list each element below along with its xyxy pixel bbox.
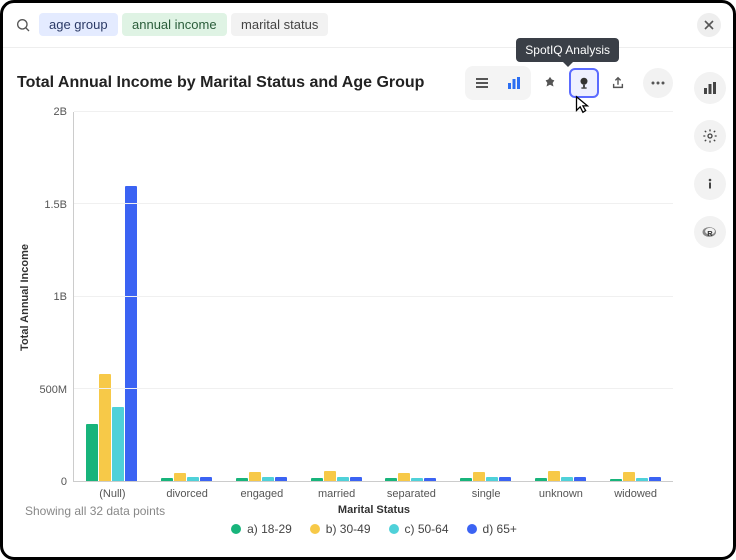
bar[interactable] [499,477,511,481]
search-pill[interactable]: age group [39,13,118,36]
y-axis-label: Total Annual Income [17,244,33,351]
x-tick-label: widowed [598,482,673,500]
bar-group [523,112,598,481]
bar[interactable] [535,478,547,481]
x-tick-label: unknown [524,482,599,500]
pin-button[interactable] [535,68,565,98]
bar[interactable] [350,477,362,481]
bar[interactable] [473,472,485,481]
bar-group [448,112,523,481]
rail-r-button[interactable]: R [694,216,726,248]
legend-swatch [467,524,477,534]
search-bar: age group annual income marital status [3,3,733,48]
bar[interactable] [262,477,274,481]
view-toggle [465,66,531,100]
bar[interactable] [324,471,336,481]
legend-item[interactable]: b) 30-49 [310,522,371,536]
bar[interactable] [486,477,498,481]
clear-search-button[interactable] [697,13,721,37]
bar[interactable] [610,479,622,481]
bar[interactable] [411,478,423,481]
share-button[interactable] [603,68,633,98]
x-tick-label: separated [374,482,449,500]
x-tick-label: single [449,482,524,500]
chart-view-button[interactable] [499,68,529,98]
chart-area: Total Annual Income 0500M1B1.5B2B [17,112,673,482]
rail-settings-button[interactable] [694,120,726,152]
y-axis-ticks: 0500M1B1.5B2B [33,112,73,482]
x-tick-label: divorced [150,482,225,500]
bar-group [149,112,224,481]
chart-panel: Total Annual Income by Marital Status an… [3,48,687,556]
bar-group [598,112,673,481]
y-tick-label: 2B [54,106,67,118]
chart-title: Total Annual Income by Marital Status an… [17,74,424,92]
legend-label: c) 50-64 [405,522,449,536]
legend-label: a) 18-29 [247,522,292,536]
bar-group [374,112,449,481]
search-icon [15,17,31,33]
bar[interactable] [161,478,173,481]
x-tick-label: (Null) [75,482,150,500]
bar[interactable] [636,478,648,481]
bar[interactable] [649,477,661,481]
bar[interactable] [174,473,186,481]
legend-swatch [389,524,399,534]
table-view-button[interactable] [467,68,497,98]
bar[interactable] [311,478,323,481]
legend-label: b) 30-49 [326,522,371,536]
legend-label: d) 65+ [483,522,517,536]
bar-group [74,112,149,481]
plot-area[interactable] [73,112,673,482]
y-tick-label: 0 [61,476,67,488]
y-tick-label: 1B [54,291,67,303]
legend-swatch [231,524,241,534]
x-tick-label: married [299,482,374,500]
y-tick-label: 1.5B [44,199,67,211]
bar[interactable] [398,473,410,481]
x-tick-label: engaged [225,482,300,500]
bar[interactable] [99,374,111,481]
bar[interactable] [337,477,349,481]
bar-group [224,112,299,481]
legend-swatch [310,524,320,534]
legend: a) 18-29 b) 30-49 c) 50-64 d) 65+ [75,522,673,536]
bar[interactable] [249,472,261,481]
bar[interactable] [112,407,124,481]
bar[interactable] [187,477,199,481]
legend-item[interactable]: d) 65+ [467,522,517,536]
datapoint-count: Showing all 32 data points [25,504,165,518]
search-pill[interactable]: annual income [122,13,227,36]
rail-chart-button[interactable] [694,72,726,104]
bar[interactable] [623,472,635,481]
bar-group [299,112,374,481]
bar[interactable] [385,478,397,481]
y-tick-label: 500M [39,384,67,396]
spotiq-button[interactable] [569,68,599,98]
bar[interactable] [460,478,472,481]
tooltip: SpotIQ Analysis [516,38,619,62]
svg-text:R: R [707,229,713,238]
bar[interactable] [561,477,573,481]
bar[interactable] [125,186,137,481]
more-options-button[interactable] [643,68,673,98]
search-pill[interactable]: marital status [231,13,328,36]
legend-item[interactable]: a) 18-29 [231,522,292,536]
rail-info-button[interactable] [694,168,726,200]
bar[interactable] [574,477,586,481]
bar[interactable] [275,477,287,481]
legend-item[interactable]: c) 50-64 [389,522,449,536]
x-axis-labels: (Null)divorcedengagedmarriedseparatedsin… [75,482,673,500]
right-rail: R [687,48,733,556]
bar[interactable] [548,471,560,481]
bar[interactable] [424,478,436,481]
bar[interactable] [86,424,98,481]
bar[interactable] [236,478,248,481]
bar[interactable] [200,477,212,481]
